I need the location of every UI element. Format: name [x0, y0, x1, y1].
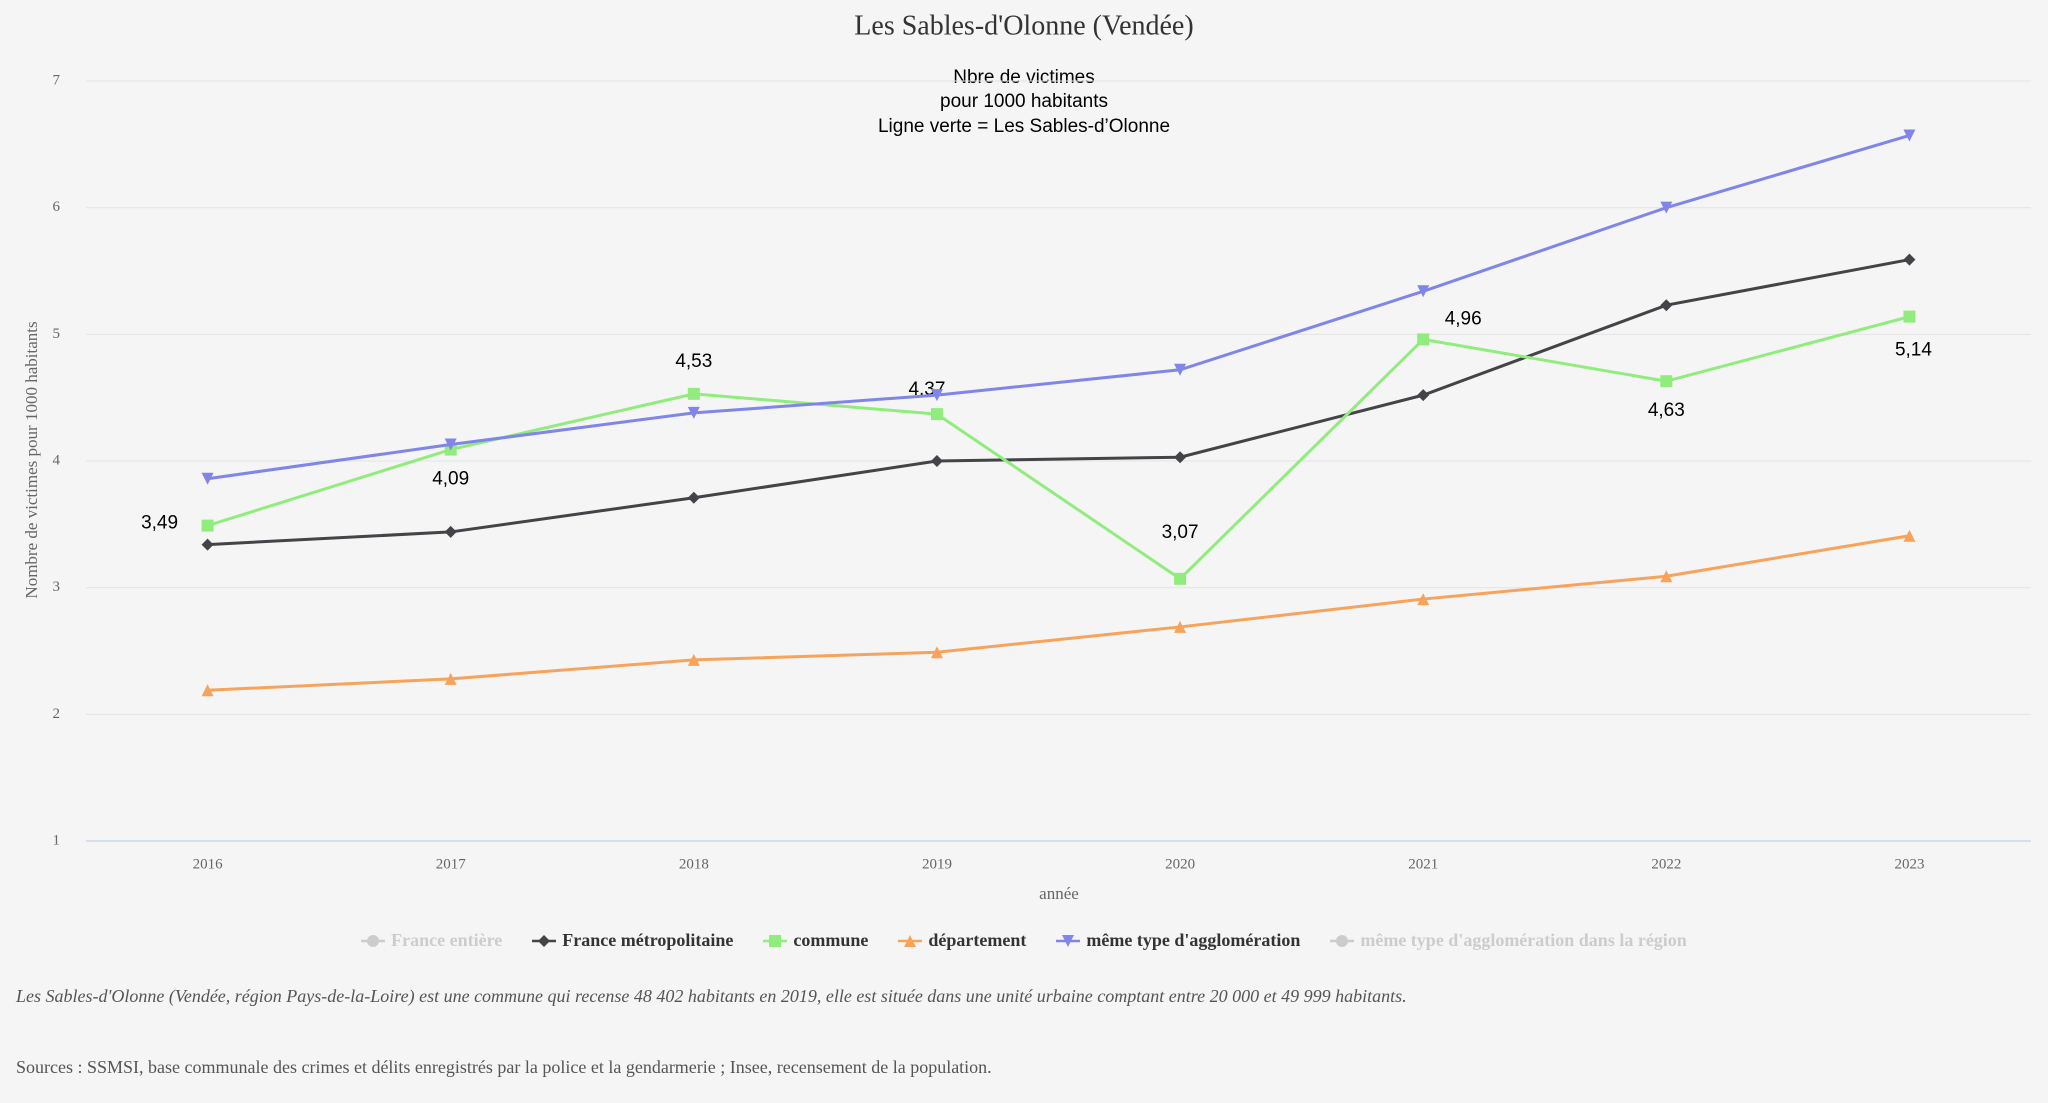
- subtitle: Ligne verte = Les Sables-d’Olonne: [878, 116, 1170, 137]
- legend-symbol: [763, 934, 788, 947]
- legend-item[interactable]: France métropolitaine: [532, 930, 733, 951]
- legend-marker: [538, 934, 551, 947]
- x-tick-label: 2017: [436, 856, 467, 872]
- legend-item[interactable]: même type d'agglomération dans la région: [1330, 930, 1687, 951]
- data-point: [1660, 201, 1673, 214]
- legend-symbol: [898, 934, 923, 947]
- y-tick-label: 2: [53, 706, 61, 722]
- x-tick-label: 2018: [679, 856, 709, 872]
- legend-symbol: [361, 934, 386, 947]
- legend-marker: [367, 934, 380, 947]
- legend-marker: [1336, 934, 1349, 947]
- data-point: [1174, 363, 1187, 376]
- legend-label: même type d'agglomération: [1086, 930, 1301, 950]
- legend: France entière France métropolitaine commu…: [0, 930, 2048, 951]
- data-label: 4,63: [1648, 400, 1685, 421]
- legend-label: France métropolitaine: [562, 930, 734, 950]
- data-point: [1417, 285, 1430, 298]
- data-point: [1903, 310, 1916, 323]
- legend-item[interactable]: même type d'agglomération: [1056, 930, 1300, 951]
- data-point: [201, 519, 214, 532]
- legend-label: France entière: [391, 930, 503, 950]
- data-point: [1903, 129, 1916, 142]
- y-axis-label: Nombre de victimes pour 1000 habitants: [22, 321, 41, 598]
- legend-label: commune: [793, 930, 869, 950]
- subtitle: pour 1000 habitants: [940, 91, 1108, 112]
- data-point: [930, 389, 943, 402]
- legend-symbol: [532, 934, 557, 947]
- data-point: [930, 646, 943, 659]
- series-line: [207, 258, 1910, 547]
- legend-marker: [769, 934, 782, 947]
- y-tick-label: 7: [53, 72, 61, 88]
- legend-item[interactable]: département: [898, 930, 1026, 951]
- data-label: 4,96: [1445, 308, 1482, 329]
- legend-item[interactable]: France entière: [361, 930, 502, 951]
- y-tick-label: 6: [53, 199, 61, 215]
- data-point: [201, 684, 214, 697]
- legend-symbol: [1056, 934, 1081, 947]
- data-point: [1903, 253, 1916, 266]
- data-point: [687, 387, 700, 400]
- x-tick-label: 2019: [922, 856, 952, 872]
- data-point: [687, 491, 700, 504]
- data-point: [1660, 299, 1673, 312]
- y-tick-label: 1: [53, 832, 61, 848]
- series-line: [207, 134, 1910, 481]
- chart: Les Sables-d'Olonne (Vendée) Nbre de vic…: [22, 10, 2031, 903]
- chart-title: Les Sables-d'Olonne (Vendée): [854, 10, 1193, 41]
- data-point: [201, 472, 214, 485]
- x-axis-label: année: [1039, 884, 1079, 903]
- x-tick-label: 2021: [1408, 856, 1438, 872]
- x-tick-label: 2022: [1651, 856, 1681, 872]
- data-point: [201, 538, 214, 551]
- subtitle: Nbre de victimes: [953, 67, 1095, 88]
- data-label: 5,14: [1895, 340, 1932, 361]
- y-tick-label: 3: [53, 579, 61, 595]
- x-tick-label: 2016: [193, 856, 224, 872]
- data-point: [687, 406, 700, 419]
- legend-marker: [904, 934, 917, 947]
- source: Sources : SSMSI, base communale des crim…: [16, 1057, 992, 1077]
- data-point: [1660, 375, 1673, 388]
- y-tick-label: 4: [53, 452, 61, 468]
- data-point: [687, 653, 700, 666]
- data-label: 4,53: [675, 351, 712, 372]
- data-point: [444, 438, 457, 451]
- data-point: [930, 455, 943, 467]
- data-point: [1417, 593, 1430, 606]
- x-tick-label: 2020: [1165, 856, 1195, 872]
- data-point: [930, 408, 943, 421]
- legend-label: même type d'agglomération dans la région: [1360, 930, 1687, 950]
- footnote: Les Sables-d'Olonne (Vendée, région Pays…: [16, 986, 1407, 1006]
- legend-item[interactable]: commune: [763, 930, 868, 951]
- data-point: [1417, 333, 1430, 346]
- data-point: [1903, 529, 1916, 542]
- legend-symbol: [1330, 934, 1355, 947]
- data-point: [444, 525, 457, 538]
- data-point: [1174, 620, 1187, 633]
- y-tick-label: 5: [53, 326, 61, 342]
- data-label: 3,07: [1162, 522, 1199, 543]
- x-tick-label: 2023: [1894, 856, 1924, 872]
- data-point: [1174, 572, 1187, 585]
- data-point: [444, 672, 457, 685]
- data-label: 3,49: [141, 513, 178, 534]
- data-point: [1174, 451, 1187, 464]
- series-line: [207, 534, 1910, 692]
- data-point: [1660, 570, 1673, 583]
- legend-marker: [1062, 934, 1075, 947]
- data-point: [1417, 389, 1430, 402]
- data-label: 4,09: [432, 469, 469, 490]
- series-line: [207, 315, 1910, 581]
- legend-label: département: [928, 930, 1027, 950]
